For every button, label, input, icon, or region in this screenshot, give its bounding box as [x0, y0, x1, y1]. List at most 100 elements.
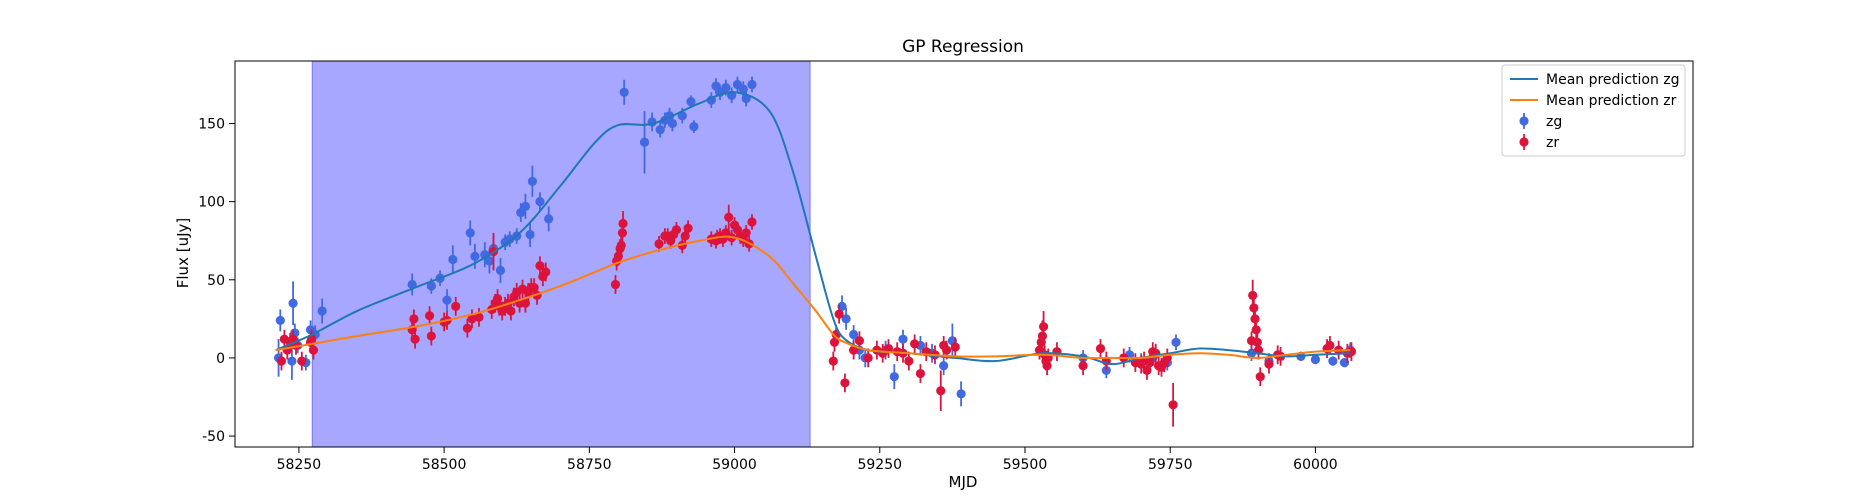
zg-point: [1171, 337, 1181, 347]
legend-box: [1501, 64, 1686, 157]
zg-point: [849, 329, 859, 340]
x-tick-label: 60000: [1293, 457, 1338, 473]
x-tick-label: 58250: [277, 457, 322, 473]
zr-point: [462, 323, 472, 333]
zg-point: [527, 176, 538, 186]
zr-point: [308, 345, 319, 355]
zr-point: [1255, 372, 1265, 382]
zr-point: [426, 331, 436, 341]
zr-point: [863, 353, 873, 363]
chart-title: GP Regression: [902, 37, 1024, 57]
zg-point: [939, 361, 949, 371]
zr-point: [424, 311, 435, 321]
zr-point: [1252, 337, 1262, 347]
zg-point: [639, 137, 650, 147]
zg-point: [1328, 356, 1338, 366]
zr-point: [474, 312, 484, 322]
zr-point: [904, 356, 914, 366]
zr-point: [1042, 361, 1052, 371]
zg-point: [484, 256, 495, 266]
plot-frame: [234, 60, 1694, 448]
plot-area: 58250 58500 58750 59000 59250 59500 59750 60000…: [198, 60, 1694, 473]
zr-point: [950, 342, 960, 352]
zg-point: [317, 306, 327, 316]
y-tick-label: 0: [216, 351, 225, 367]
zr-point: [467, 314, 477, 324]
zr-point: [915, 368, 926, 379]
x-tick-label: 59750: [1148, 457, 1193, 473]
zg-point: [956, 389, 966, 399]
legend-label-zr: zr: [1546, 135, 1559, 151]
zg-point: [426, 281, 436, 291]
zg-point: [689, 122, 699, 132]
zg-point: [1310, 354, 1321, 365]
zg-point: [465, 228, 475, 238]
zg-point: [525, 229, 535, 240]
y-tick-label: -50: [202, 429, 225, 445]
zr-point: [506, 306, 516, 316]
zr-point: [276, 356, 287, 366]
zg-point: [677, 111, 687, 121]
legend-label-mean-prediction-zg: Mean prediction zg: [1546, 72, 1680, 88]
legend: Mean prediction zg Mean prediction zr zg zr: [1501, 64, 1686, 157]
zr-point: [1325, 340, 1335, 351]
x-tick-label: 59500: [1003, 457, 1048, 473]
zg-point: [655, 125, 665, 135]
legend-label-mean-prediction-zr: Mean prediction zr: [1546, 93, 1677, 109]
zg-point: [470, 251, 480, 261]
zr-point: [834, 309, 844, 319]
zg-point: [721, 82, 731, 93]
zg-point: [544, 214, 554, 224]
zr-point: [741, 228, 751, 238]
zg-point: [505, 234, 515, 244]
zg-point: [288, 298, 298, 308]
zr-point: [1346, 347, 1357, 357]
y-tick-label: 100: [198, 195, 225, 211]
zr-point: [1078, 361, 1088, 371]
zr-point: [1251, 325, 1261, 335]
zr-point: [409, 314, 419, 324]
zr-point: [724, 212, 734, 222]
highlighted-time-span: [311, 60, 811, 448]
zg-point: [448, 254, 458, 265]
zg-point: [889, 372, 899, 382]
zg-point: [619, 87, 629, 97]
zr-point: [451, 301, 461, 311]
zr-point: [618, 218, 628, 229]
zr-point: [1248, 290, 1258, 301]
zr-point: [410, 334, 420, 344]
zr-point: [840, 378, 850, 388]
zr-point: [1168, 400, 1178, 410]
y-axis-label: Flux [uJy]: [174, 218, 192, 288]
x-axis-label: MJD: [949, 473, 978, 491]
zr-point: [541, 267, 551, 277]
zg-point: [535, 197, 545, 207]
zr-point: [616, 240, 626, 251]
zr-point: [883, 343, 894, 354]
zr-point: [492, 293, 503, 304]
zg-point: [287, 356, 297, 366]
mean-prediction-zr-line: [275, 235, 1351, 360]
zg-point: [841, 314, 851, 324]
zr-point: [671, 225, 682, 235]
y-tick-label: 150: [198, 117, 225, 133]
zr-point: [654, 239, 664, 249]
zr-point: [1250, 314, 1260, 324]
legend-swatch-zr: [1519, 137, 1529, 147]
zg-point: [520, 201, 531, 211]
zr-point: [910, 339, 920, 349]
zr-point: [1038, 322, 1049, 332]
zg-point: [747, 79, 757, 90]
zg-point: [686, 97, 696, 107]
zr-point: [828, 356, 838, 366]
x-tick-label: 59250: [857, 457, 902, 473]
zg-point: [495, 265, 506, 276]
x-tick-label: 59000: [712, 457, 757, 473]
zr-point: [1249, 303, 1259, 313]
zg-point: [275, 315, 285, 326]
zr-point: [1264, 359, 1274, 369]
zg-point: [667, 118, 678, 129]
zr-point: [1037, 331, 1048, 341]
